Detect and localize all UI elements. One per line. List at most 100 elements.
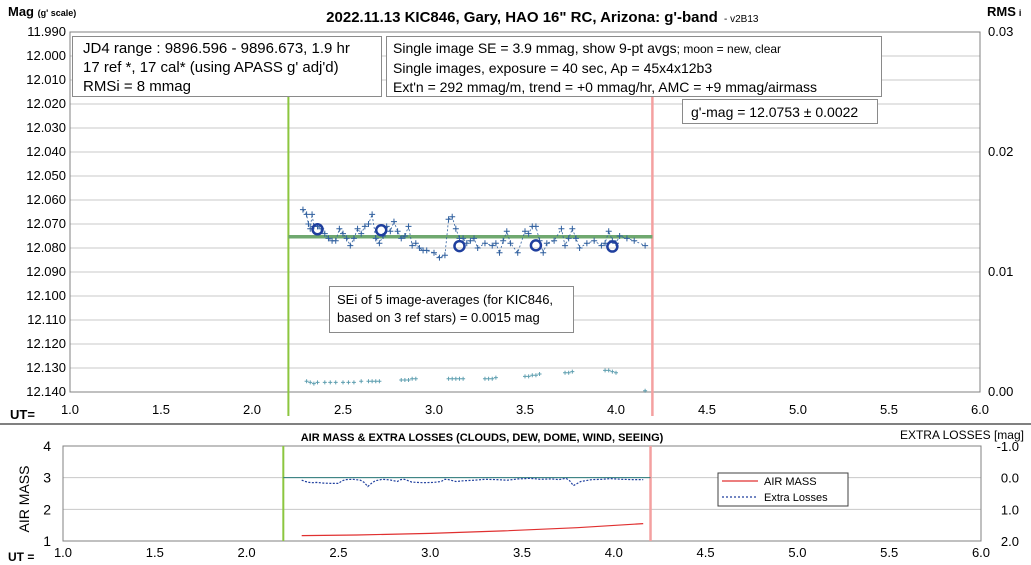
- rms-point: [402, 378, 407, 382]
- top-y2-tick-label: 0.02: [988, 144, 1013, 159]
- magnitude-point: [452, 225, 459, 232]
- bottom-y2-tick-label: 0.0: [1001, 471, 1019, 486]
- rms-point: [370, 379, 375, 384]
- bottom-y-ticks: 4 3 2 1: [43, 438, 51, 549]
- magnitude-point: [616, 233, 623, 239]
- top-y-tick-label: 12.110: [27, 312, 66, 327]
- rms-point: [643, 388, 648, 393]
- bottom-y-tick-label: 3: [43, 470, 51, 486]
- top-y-tick-label: 12.140: [26, 384, 66, 399]
- magnitude-point: [569, 225, 576, 232]
- sei-box: SEi of 5 image-averages (for KIC846, bas…: [329, 286, 574, 333]
- rms-point: [482, 376, 487, 381]
- bottom-x-tick-label: 2.0: [238, 545, 256, 560]
- top-y-tick-label: 12.000: [26, 48, 66, 63]
- magnitude-point: [460, 235, 467, 242]
- average-point: [529, 239, 543, 252]
- rms-point: [493, 375, 498, 380]
- top-y-tick-label: 12.050: [26, 168, 66, 183]
- top-series: [288, 206, 653, 393]
- bottom-x-tick-label: 1.5: [146, 545, 164, 560]
- rms-point: [453, 376, 458, 381]
- magnitude-point: [576, 245, 583, 251]
- magnitude-point: [309, 211, 316, 218]
- rms-point: [413, 376, 418, 381]
- magnitude-point: [332, 237, 339, 244]
- rms-point: [566, 370, 571, 375]
- rms-point: [570, 369, 575, 374]
- magnitude-point: [361, 223, 368, 230]
- top-y-tick-label: 12.120: [26, 336, 66, 351]
- bottom-plot-frame: [62, 445, 982, 542]
- rms-point: [359, 379, 364, 384]
- rms-point: [603, 368, 608, 373]
- magnitude-point: [507, 240, 514, 247]
- magnitude-point: [474, 245, 481, 251]
- info-box-exposure-line3: Ext'n = 292 mmag/m, trend = +0 mmag/hr, …: [393, 79, 818, 95]
- magnitude-point: [350, 235, 357, 242]
- info-box-exposure-line1: Single image SE = 3.9 mmag, show 9-pt av…: [393, 40, 782, 56]
- magnitude-point: [500, 237, 507, 244]
- magnitude-point: [481, 240, 488, 247]
- magnitude-point: [305, 221, 312, 227]
- magnitude-point: [354, 225, 361, 232]
- magnitude-point: [405, 223, 412, 230]
- top-chart: 2022.11.13 KIC846, Gary, HAO 16" RC, Ari…: [8, 4, 1021, 422]
- rms-point: [450, 376, 455, 381]
- magnitude-point: [412, 240, 419, 247]
- info-box-exposure-line2: Single images, exposure = 40 sec, Ap = 4…: [393, 60, 713, 76]
- magnitude-point: [525, 230, 532, 237]
- top-y-tick-label: 12.030: [26, 120, 66, 135]
- magnitude-point: [543, 240, 550, 247]
- magnitude-point: [602, 240, 609, 247]
- magnitude-point: [423, 247, 430, 254]
- top-x-axis-label: UT=: [10, 407, 35, 422]
- top-x-tick-label: 4.0: [607, 402, 625, 417]
- magnitude-point: [605, 228, 612, 235]
- bottom-x-tick-label: 3.0: [421, 545, 439, 560]
- top-y-tick-label: 12.100: [26, 288, 66, 303]
- magnitude-point: [436, 254, 443, 261]
- average-point: [311, 223, 324, 236]
- average-point: [606, 240, 619, 253]
- sei-line2: based on 3 ref stars) = 0.0015 mag: [337, 310, 540, 325]
- rms-point: [406, 378, 411, 382]
- magnitude-point: [416, 245, 423, 251]
- bottom-legend: AIR MASS Extra Losses: [717, 472, 849, 507]
- rms-point: [304, 379, 309, 384]
- rms-point: [530, 373, 535, 378]
- bottom-y-tick-label: 1: [43, 533, 51, 549]
- rms-point: [328, 380, 333, 385]
- rms-point: [333, 380, 338, 385]
- rms-point: [311, 381, 316, 386]
- top-x-tick-label: 6.0: [971, 402, 989, 417]
- magnitude-point: [358, 230, 365, 237]
- magnitude-point: [598, 242, 605, 249]
- top-x-tick-label: 1.0: [61, 402, 79, 417]
- rms-point: [461, 376, 466, 381]
- magnitude-point: [369, 211, 376, 218]
- magnitude-point: [340, 230, 346, 237]
- magnitude-point: [558, 225, 565, 232]
- magnitude-point: [441, 252, 448, 259]
- bottom-x-ticks: 1.0 1.5 2.0 2.5 3.0 3.5 4.0 4.5 5.0 5.5 6.0: [54, 545, 990, 560]
- magnitude-point: [303, 211, 310, 218]
- gmag-box: g'-mag = 12.0753 ± 0.0022: [682, 99, 878, 124]
- rms-point: [526, 374, 531, 379]
- rms-point: [606, 368, 611, 373]
- magnitude-point: [631, 237, 638, 244]
- top-y-tick-label: 12.070: [26, 216, 66, 231]
- magnitude-point: [562, 242, 569, 249]
- bottom-x-tick-label: 5.5: [880, 545, 898, 560]
- bottom-x-tick-label: 6.0: [972, 545, 990, 560]
- rms-point: [533, 373, 538, 378]
- magnitude-point: [394, 228, 401, 235]
- magnitude-connector-line: [302, 209, 646, 259]
- bottom-y2-tick-label: 2.0: [1001, 534, 1019, 549]
- bottom-y2-tick-label: -1.0: [997, 439, 1019, 454]
- magnitude-point: [409, 242, 416, 249]
- bottom-x-tick-label: 4.5: [697, 545, 715, 560]
- top-y-tick-label: 12.010: [26, 72, 66, 87]
- top-vertical-lines: [287, 96, 654, 416]
- magnitude-point: [492, 240, 499, 247]
